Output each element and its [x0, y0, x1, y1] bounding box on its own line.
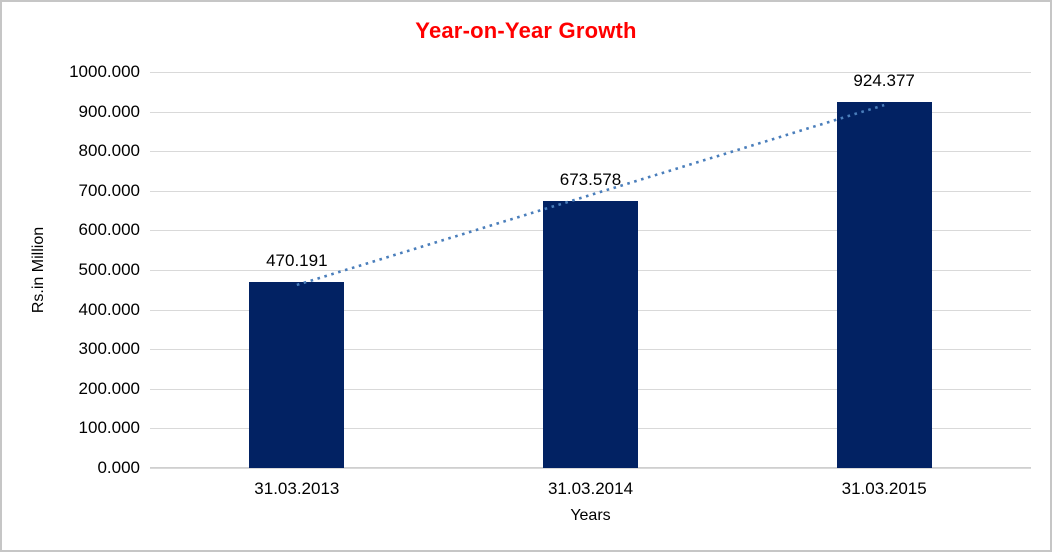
- gridline: [150, 72, 1031, 73]
- y-tick-label: 700.000: [78, 180, 140, 200]
- x-tick-label: 31.03.2014: [547, 479, 634, 498]
- y-tick-label: 300.000: [78, 339, 140, 359]
- trendline: [296, 103, 885, 287]
- x-tick-label: 31.03.2013: [254, 479, 340, 498]
- y-tick-label: 1000.000: [69, 62, 140, 81]
- bar: [543, 201, 638, 468]
- gridline: [150, 151, 1031, 153]
- bar: [249, 281, 345, 468]
- y-tick-label: 500.000: [78, 260, 140, 279]
- x-tick-label: 31.03.2015: [841, 479, 927, 498]
- gridline: [150, 468, 1031, 469]
- gridline: [150, 190, 1031, 192]
- y-tick-label: 800.000: [78, 141, 140, 161]
- bar-data-label: 470.191: [266, 250, 328, 270]
- plot-area: 470.191 673.578 924.377: [150, 70, 1031, 469]
- y-tick-label: 0.000: [97, 458, 140, 477]
- bar-data-label: 924.377: [853, 70, 915, 90]
- bar: [836, 101, 932, 468]
- y-tick-label: 200.000: [78, 378, 140, 398]
- y-tick-label: 100.000: [78, 418, 140, 438]
- x-axis-title: Years: [570, 507, 611, 524]
- chart-title: Year-on-Year Growth: [415, 18, 637, 43]
- bar-data-label: 673.578: [559, 170, 622, 190]
- y-tick-label: 400.000: [78, 299, 140, 319]
- y-tick-label: 600.000: [78, 220, 140, 240]
- y-tick-label: 900.000: [78, 101, 140, 121]
- gridline: [150, 111, 1031, 113]
